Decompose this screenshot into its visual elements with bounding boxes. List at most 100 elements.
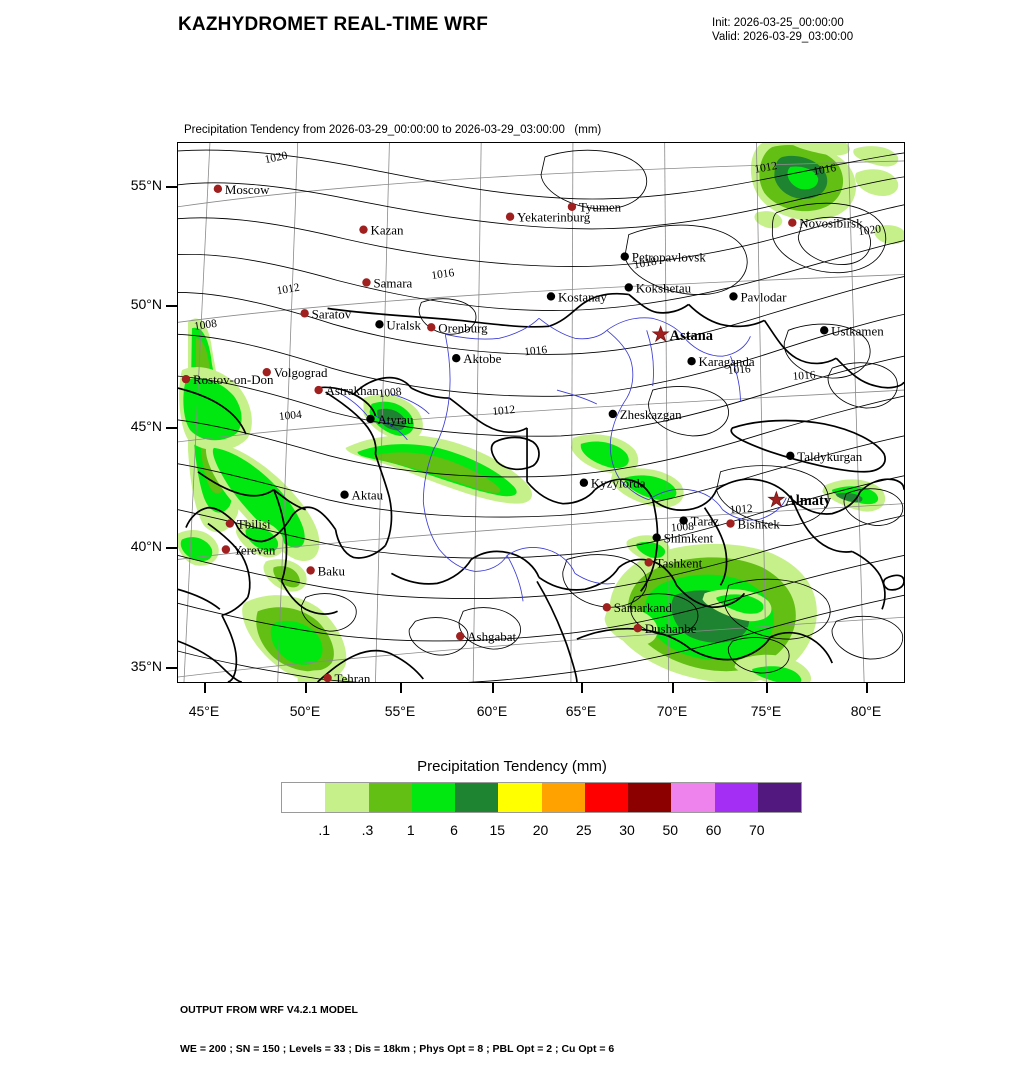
- lon-tick-label: 80°E: [850, 703, 882, 719]
- weather-map[interactable]: 1020 1012 1008 1016 1018 1012 1016 1020 1016 1016…: [177, 142, 905, 683]
- city-marker[interactable]: Kyzylorda: [579, 476, 646, 491]
- city-marker[interactable]: Tashkent: [644, 555, 703, 570]
- city-marker[interactable]: Volgograd: [262, 365, 328, 380]
- colorbar-segment[interactable]: [757, 783, 801, 812]
- colorbar-segment[interactable]: [541, 783, 585, 812]
- valid-time: Valid: 2026-03-29_03:00:00: [712, 31, 854, 43]
- city-dot: [427, 323, 436, 332]
- capital-label: Astana: [670, 328, 713, 344]
- city-marker[interactable]: Samarkand: [602, 600, 673, 615]
- city-marker[interactable]: Ustkamen: [820, 323, 884, 338]
- colorbar-segment[interactable]: [368, 783, 412, 812]
- city-label: Moscow: [225, 182, 270, 197]
- city-label: Rostov-on-Don: [193, 372, 274, 387]
- city-marker[interactable]: Yekaterinburg: [505, 210, 591, 225]
- capital-marker[interactable]: Astana: [652, 325, 713, 344]
- city-dot: [546, 292, 556, 301]
- city-label: Yerevan: [233, 542, 276, 557]
- city-dot: [608, 409, 617, 419]
- city-dot: [687, 357, 696, 366]
- colorbar-tick-label: 70: [748, 822, 765, 838]
- city-label: Shimkent: [664, 531, 714, 546]
- city-label: Taraz: [691, 514, 720, 529]
- city-marker[interactable]: Yerevan: [221, 542, 276, 557]
- city-marker[interactable]: Moscow: [213, 182, 270, 197]
- city-marker[interactable]: Orenburg: [427, 320, 488, 335]
- city-marker[interactable]: Tehran: [323, 671, 371, 682]
- colorbar-segment[interactable]: [411, 783, 455, 812]
- isobar-label: 1016: [727, 363, 751, 377]
- city-marker[interactable]: Aktobe: [452, 351, 502, 366]
- province-borders: [337, 317, 787, 602]
- city-marker[interactable]: Astrakhan: [314, 383, 379, 398]
- city-marker[interactable]: Taraz: [679, 514, 719, 529]
- isobar-label: 1012: [754, 160, 779, 176]
- city-label: Karaganda: [699, 354, 755, 369]
- init-time: Init: 2026-03-25_00:00:00: [712, 17, 844, 29]
- city-marker[interactable]: Kazan: [359, 223, 404, 238]
- city-dot: [221, 545, 231, 554]
- city-marker[interactable]: Rostov-on-Don: [181, 372, 274, 387]
- colorbar-segment[interactable]: [455, 783, 499, 812]
- run-info: Init: 2026-03-25_00:00:00 Valid: 2026-03…: [712, 16, 853, 44]
- city-label: Dushanbe: [645, 621, 697, 636]
- lat-tick-mark: [166, 667, 177, 669]
- star-icon: [767, 491, 785, 508]
- city-marker[interactable]: Atyrau: [366, 412, 414, 427]
- footer-line-1: OUTPUT FROM WRF V4.2.1 MODEL: [180, 1004, 358, 1016]
- city-marker[interactable]: Zheskazgan: [608, 407, 683, 422]
- country-borders: [178, 292, 904, 682]
- lon-tick-label: 50°E: [289, 703, 321, 719]
- colorbar[interactable]: [281, 782, 802, 813]
- city-marker[interactable]: Novosibirsk: [788, 216, 863, 231]
- lon-tick-mark: [672, 683, 674, 693]
- colorbar-tick-label: 20: [532, 822, 549, 838]
- city-marker[interactable]: Taldykurgan: [786, 449, 863, 464]
- city-marker[interactable]: Kostanay: [546, 289, 608, 304]
- city-marker[interactable]: Petropavlovsk: [620, 250, 707, 265]
- lon-tick-mark: [581, 683, 583, 693]
- isobar-label: 1008: [671, 521, 695, 535]
- city-marker[interactable]: Aktau: [340, 488, 384, 503]
- graticule: [178, 143, 904, 682]
- city-marker[interactable]: Dushanbe: [633, 621, 697, 636]
- city-label: Ashgabat: [467, 629, 516, 644]
- colorbar-segment[interactable]: [282, 783, 326, 812]
- city-marker[interactable]: Karaganda: [687, 354, 755, 369]
- lat-tick-label: 45°N: [130, 418, 162, 434]
- city-dot: [359, 225, 368, 234]
- city-marker[interactable]: Bishkek: [726, 517, 780, 532]
- city-dot: [729, 292, 738, 301]
- isobar-label: 1012: [492, 404, 516, 418]
- colorbar-segment[interactable]: [498, 783, 542, 812]
- colorbar-segment[interactable]: [584, 783, 628, 812]
- isobar-label: 1016: [812, 162, 837, 178]
- colorbar-tick-label: 60: [705, 822, 722, 838]
- colorbar-segment[interactable]: [628, 783, 672, 812]
- city-marker[interactable]: Saratov: [300, 306, 352, 321]
- lon-tick-label: 55°E: [384, 703, 416, 719]
- city-label: Ustkamen: [831, 323, 884, 338]
- city-marker[interactable]: Kokshetau: [624, 280, 692, 295]
- city-marker[interactable]: Uralsk: [375, 317, 421, 332]
- isobar-label: 1016: [792, 369, 816, 383]
- city-marker[interactable]: Baku: [306, 563, 345, 578]
- isobar-label: 1012: [276, 282, 301, 298]
- isobar-labels: 1020 1012 1008 1016 1018 1012 1016 1020 1016 1016…: [193, 150, 882, 535]
- city-marker[interactable]: Pavlodar: [729, 289, 787, 304]
- colorbar-segment[interactable]: [671, 783, 715, 812]
- city-marker[interactable]: Shimkent: [652, 531, 714, 546]
- city-marker[interactable]: Tbilisi: [225, 517, 271, 532]
- capital-marker[interactable]: Almaty: [767, 491, 832, 510]
- city-marker[interactable]: Ashgabat: [456, 629, 516, 644]
- city-marker[interactable]: Tyumen: [567, 200, 622, 215]
- colorbar-segment[interactable]: [714, 783, 758, 812]
- colorbar-segment[interactable]: [325, 783, 369, 812]
- city-label: Samara: [373, 275, 412, 290]
- city-label: Bishkek: [737, 517, 780, 532]
- city-marker[interactable]: Samara: [362, 275, 413, 290]
- city-dot: [567, 202, 577, 211]
- lon-tick-mark: [400, 683, 402, 693]
- city-label: Volgograd: [274, 365, 328, 380]
